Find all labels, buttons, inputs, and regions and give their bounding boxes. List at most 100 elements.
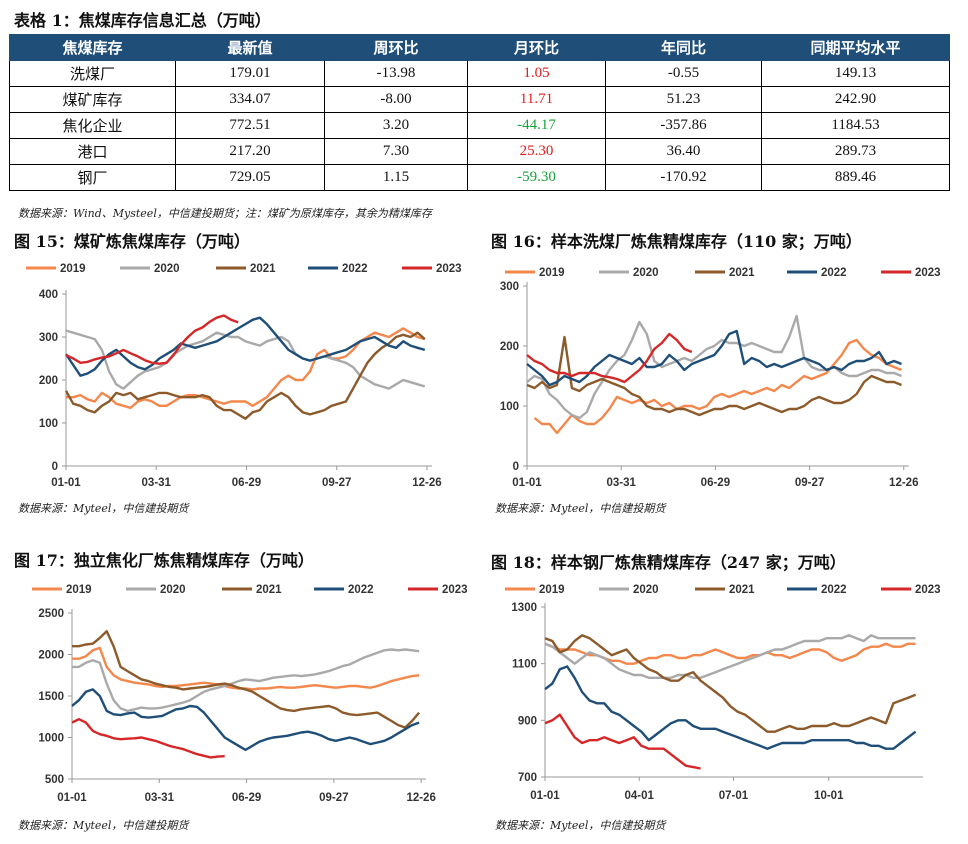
y-tick-label: 300 xyxy=(500,281,519,293)
x-tick-label: 03-31 xyxy=(145,792,175,804)
x-tick-label: 09-27 xyxy=(795,477,824,489)
y-tick-label: 1300 xyxy=(511,602,537,614)
x-tick-label: 09-27 xyxy=(322,477,351,489)
chart-17-source: 数据来源：Myteel，中信建投期货 xyxy=(18,819,189,832)
series-line-2020 xyxy=(544,634,916,679)
monthly-change: -59.30 xyxy=(467,164,606,191)
legend-label: 2023 xyxy=(442,584,468,596)
legend-label: 2019 xyxy=(539,584,565,596)
chart-17-title: 图 17：独立焦化厂炼焦精煤库存（万吨） xyxy=(14,551,314,570)
legend-item-2021: 2021 xyxy=(216,263,276,275)
chart-16-source: 数据来源：Myteel，中信建投期货 xyxy=(495,502,666,515)
y-tick-label: 200 xyxy=(500,341,519,353)
latest-value: 179.01 xyxy=(175,60,325,87)
row-label: 焦化企业 xyxy=(9,112,176,139)
x-tick-label: 03-31 xyxy=(606,477,636,489)
header-cell: 最新值 xyxy=(175,34,325,61)
y-tick-label: 2500 xyxy=(38,608,64,620)
header-cell: 周环比 xyxy=(324,34,468,61)
chart-15-source: 数据来源：Myteel，中信建投期货 xyxy=(18,502,189,515)
legend-label: 2023 xyxy=(915,584,941,596)
legend-label: 2022 xyxy=(342,263,368,275)
y-tick-label: 0 xyxy=(513,461,519,473)
legend-item-2019: 2019 xyxy=(32,584,92,596)
legend-label: 2020 xyxy=(633,584,659,596)
yoy-change: 36.40 xyxy=(605,138,762,165)
latest-value: 217.20 xyxy=(175,138,325,165)
y-tick-label: 900 xyxy=(518,715,537,727)
legend-label: 2019 xyxy=(60,263,86,275)
series-line-2022 xyxy=(71,688,420,752)
latest-value: 729.05 xyxy=(175,164,325,191)
monthly-change: 25.30 xyxy=(467,138,606,165)
weekly-change: -8.00 xyxy=(324,86,468,113)
series-line-2020 xyxy=(65,329,426,390)
y-tick-label: 100 xyxy=(500,401,519,413)
legend-label: 2022 xyxy=(821,267,847,279)
x-tick-label: 03-31 xyxy=(142,477,172,489)
y-tick-label: 300 xyxy=(39,332,58,344)
row-label: 洗煤厂 xyxy=(9,60,176,87)
row-label: 钢厂 xyxy=(9,164,176,191)
y-tick-label: 400 xyxy=(39,289,58,301)
legend-label: 2023 xyxy=(436,263,462,275)
chart-18-title: 图 18：样本钢厂炼焦精煤库存（247 家；万吨） xyxy=(491,553,846,572)
header-cell: 焦煤库存 xyxy=(9,34,176,61)
legend-label: 2021 xyxy=(729,584,755,596)
legend-label: 2021 xyxy=(729,267,755,279)
series-line-2019 xyxy=(66,327,426,410)
monthly-change: 1.05 xyxy=(467,60,606,87)
x-tick-label: 06-29 xyxy=(232,792,261,804)
legend-item-2022: 2022 xyxy=(787,267,847,279)
x-tick-label: 12-26 xyxy=(412,477,441,489)
table-caption: 表格 1：焦煤库存信息汇总（万吨） xyxy=(14,11,271,30)
legend-item-2019: 2019 xyxy=(26,263,86,275)
table-header-row: 焦煤库存 最新值 周环比 月环比 年同比 同期平均水平 xyxy=(9,34,950,61)
legend-label: 2022 xyxy=(821,584,847,596)
x-tick-label: 06-29 xyxy=(232,477,261,489)
legend-item-2020: 2020 xyxy=(126,584,186,596)
legend-label: 2021 xyxy=(256,584,282,596)
period-average: 1184.53 xyxy=(761,112,950,139)
x-tick-label: 12-26 xyxy=(889,477,918,489)
header-cell: 月环比 xyxy=(467,34,606,61)
y-tick-label: 2000 xyxy=(38,650,64,662)
header-cell: 年同比 xyxy=(605,34,762,61)
series-line-2023 xyxy=(65,314,239,365)
x-tick-label: 10-01 xyxy=(814,790,844,802)
legend-item-2020: 2020 xyxy=(120,263,180,275)
yoy-change: 51.23 xyxy=(605,86,762,113)
x-tick-label: 04-01 xyxy=(625,790,655,802)
monthly-change: -44.17 xyxy=(467,112,606,139)
x-tick-label: 09-27 xyxy=(319,792,348,804)
x-tick-label: 01-01 xyxy=(512,477,542,489)
y-tick-label: 200 xyxy=(39,375,58,387)
weekly-change: 7.30 xyxy=(324,138,468,165)
x-tick-label: 12-26 xyxy=(406,792,435,804)
y-tick-label: 100 xyxy=(39,418,58,430)
chart-coking-plant-inventory: 2019 2020 2021 2022 2023 500 1000 1500 2000 2500 0… xyxy=(32,584,468,804)
legend-label: 2023 xyxy=(915,267,941,279)
legend-label: 2019 xyxy=(539,267,565,279)
series-line-2023 xyxy=(71,718,225,759)
weekly-change: 1.15 xyxy=(324,164,468,191)
monthly-change: 11.71 xyxy=(467,86,606,113)
y-tick-label: 500 xyxy=(45,774,64,786)
row-label: 煤矿库存 xyxy=(9,86,176,113)
table-row: 洗煤厂 179.01 -13.98 1.05 -0.55 149.13 xyxy=(9,60,950,87)
table-row: 煤矿库存 334.07 -8.00 11.71 51.23 242.90 xyxy=(9,86,950,113)
weekly-change: -13.98 xyxy=(324,60,468,87)
latest-value: 772.51 xyxy=(175,112,325,139)
series-line-2020 xyxy=(526,314,902,420)
series-line-2022 xyxy=(526,329,902,387)
period-average: 149.13 xyxy=(761,60,950,87)
legend-item-2021: 2021 xyxy=(695,584,755,596)
period-average: 889.46 xyxy=(761,164,950,191)
legend-label: 2020 xyxy=(633,267,659,279)
yoy-change: -170.92 xyxy=(605,164,762,191)
legend-label: 2021 xyxy=(250,263,276,275)
legend-label: 2019 xyxy=(66,584,92,596)
inventory-table: 焦煤库存 最新值 周环比 月环比 年同比 同期平均水平 洗煤厂 179.01 -… xyxy=(9,34,950,191)
yoy-change: -0.55 xyxy=(605,60,762,87)
legend-item-2022: 2022 xyxy=(314,584,374,596)
